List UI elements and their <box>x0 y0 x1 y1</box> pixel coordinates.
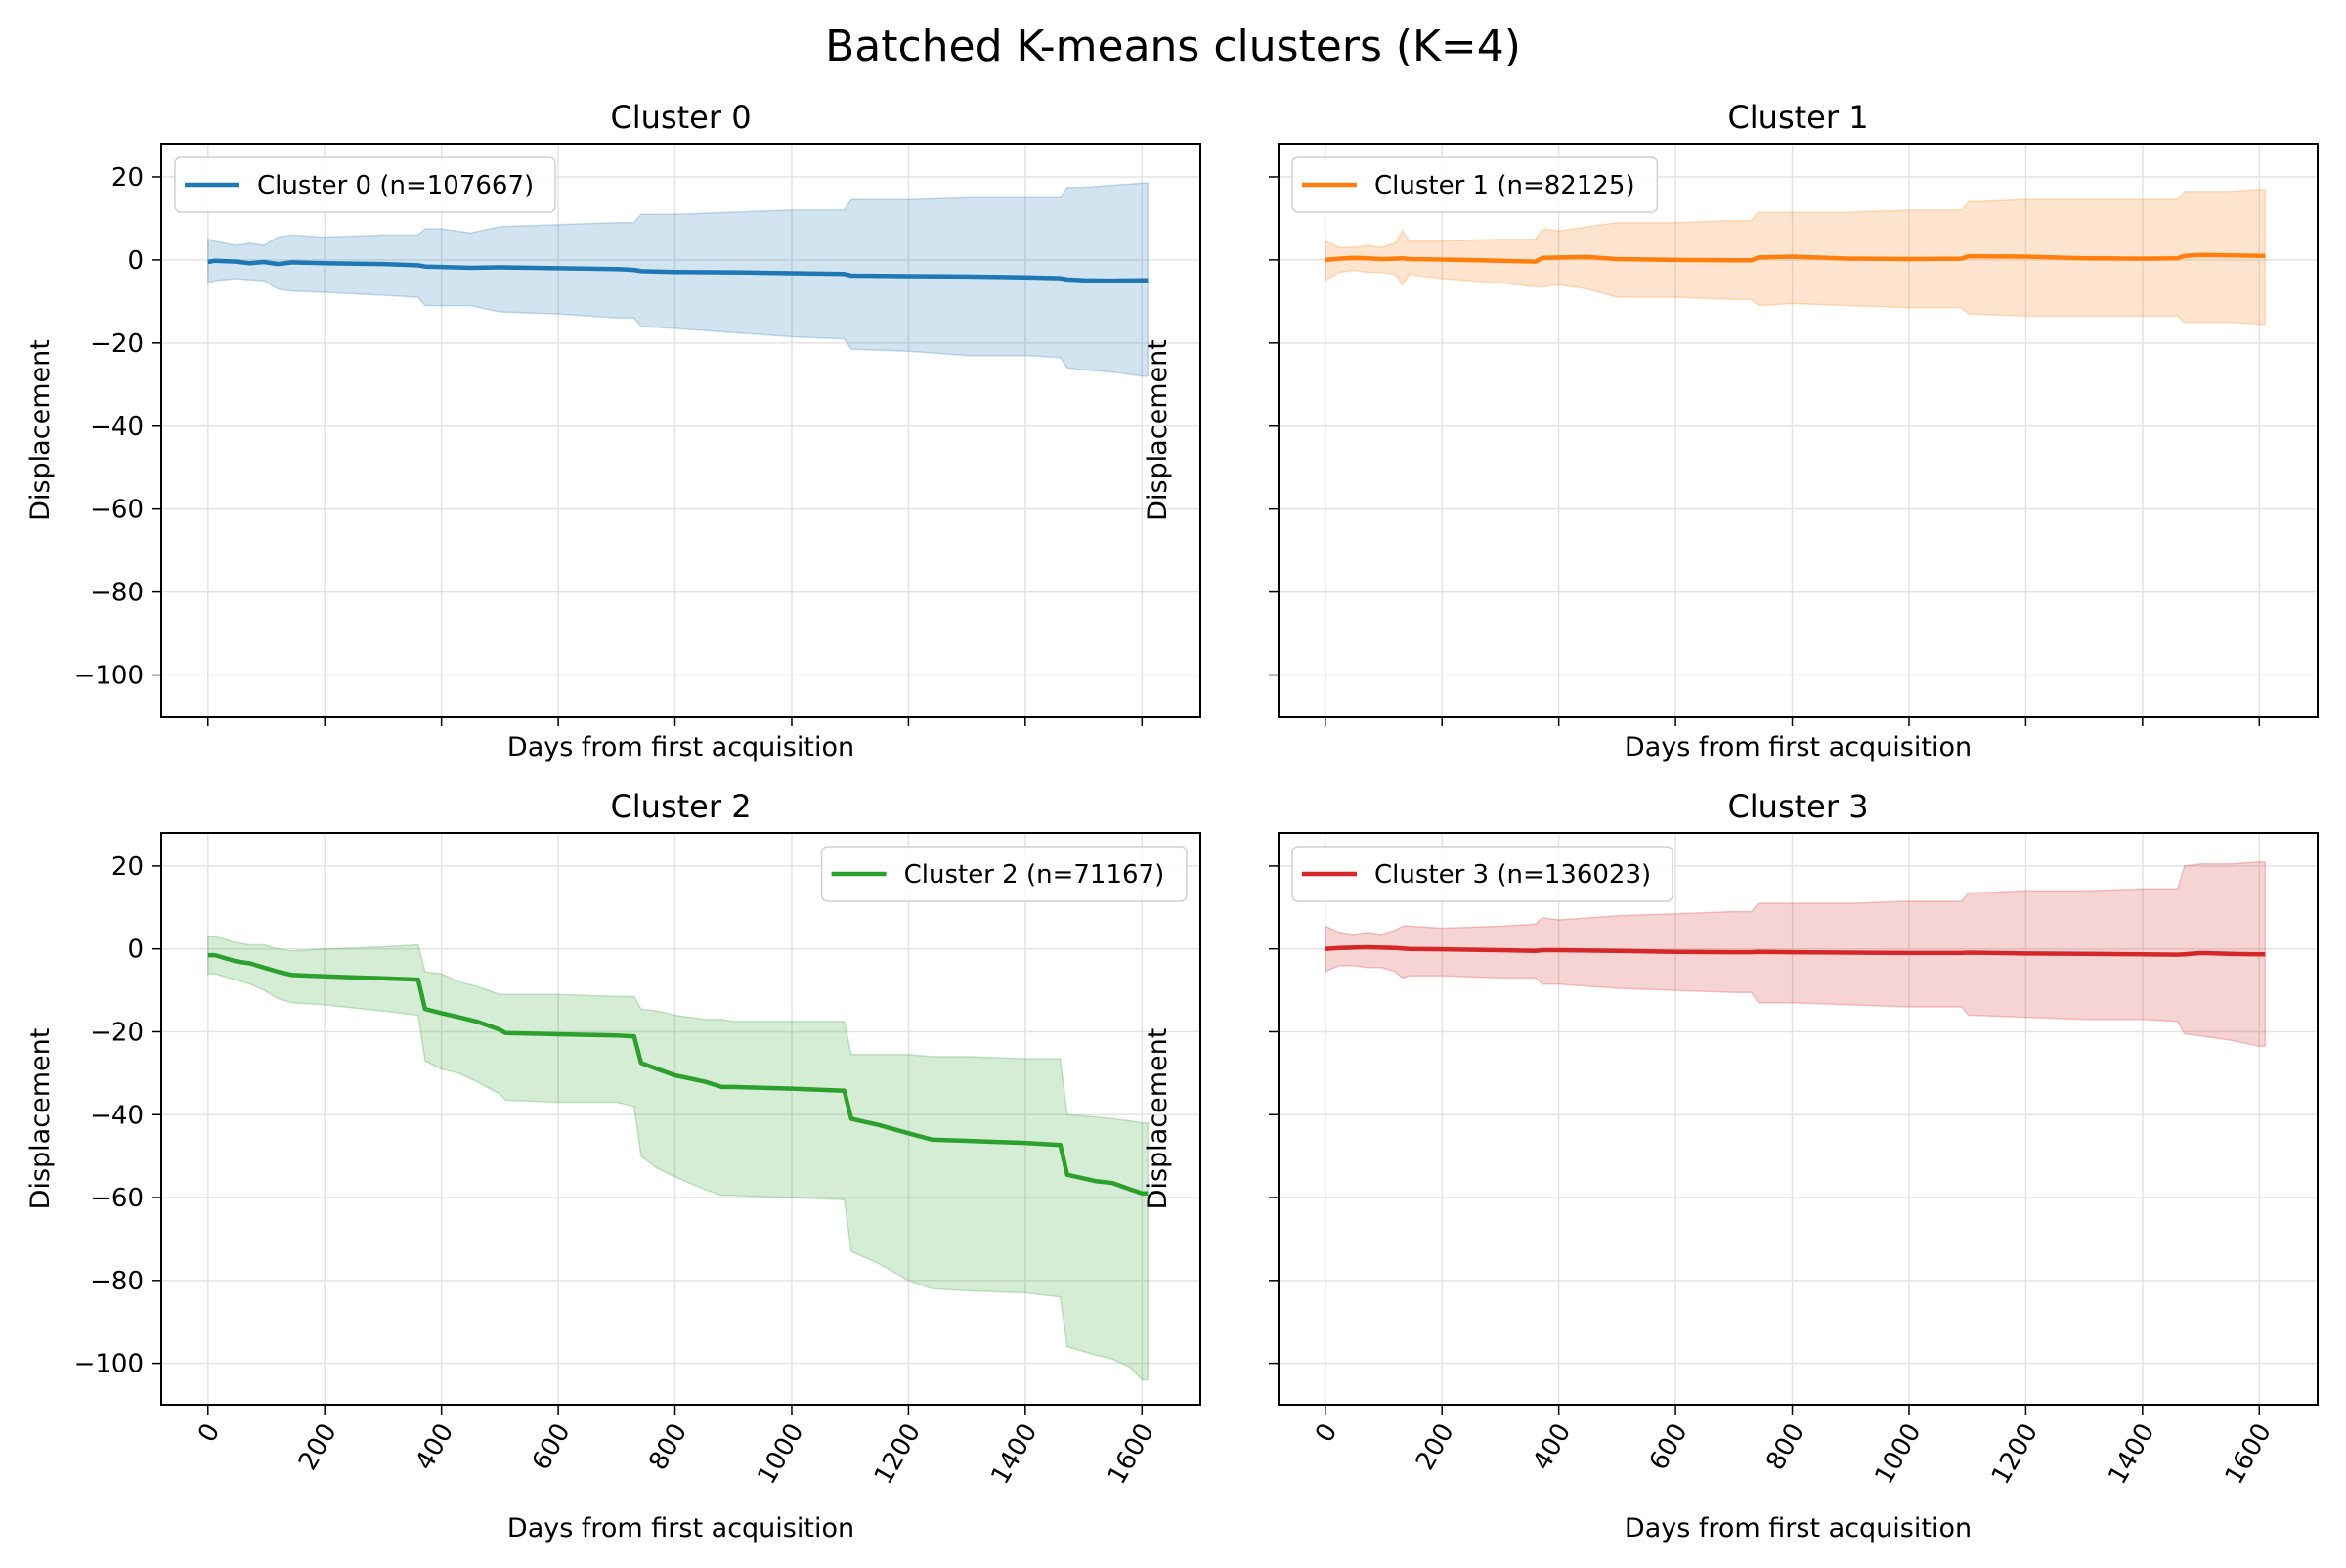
x-tick-label: 1600 <box>2220 1418 2278 1489</box>
subplot-title: Cluster 0 <box>610 99 751 136</box>
y-tick-label: −60 <box>90 1184 144 1213</box>
x-tick-label: 1600 <box>1103 1418 1160 1489</box>
subplot-title: Cluster 1 <box>1727 99 1868 136</box>
legend: Cluster 3 (n=136023) <box>1291 846 1673 902</box>
x-tick-label: 0 <box>193 1418 226 1447</box>
legend-label: Cluster 3 (n=136023) <box>1374 860 1651 890</box>
subplot-title: Cluster 3 <box>1727 788 1868 825</box>
legend-label: Cluster 1 (n=82125) <box>1374 171 1635 200</box>
x-tick-label: 800 <box>643 1418 693 1475</box>
subplot-0: 20 0 −20 −40 −60 −80 −100 Cluster 0 Days from fi… <box>25 99 1201 762</box>
x-tick-label: 1400 <box>985 1418 1043 1489</box>
y-tick-label: −80 <box>90 1267 144 1296</box>
legend-box <box>1291 846 1673 902</box>
y-tick-label: −100 <box>74 662 144 691</box>
legend: Cluster 2 (n=71167) <box>820 846 1188 902</box>
legend-box <box>820 846 1188 902</box>
subplot-3: 0 200 400 600 800 1000 1200 1400 1600 Cluster 3 Da… <box>1143 788 2319 1544</box>
x-tick-label: 400 <box>1527 1418 1577 1475</box>
x-tick-label: 1200 <box>1986 1418 2044 1489</box>
x-tick-label: 1200 <box>869 1418 927 1489</box>
subplot-1: Cluster 1 Days from first acquisition Disp… <box>1143 99 2319 762</box>
legend: Cluster 1 (n=82125) <box>1291 156 1659 213</box>
axes-frame <box>1278 832 2319 1406</box>
y-tick-label: 0 <box>127 246 144 276</box>
legend-box <box>174 156 556 213</box>
y-tick-label: −80 <box>90 579 144 608</box>
y-tick-label: 20 <box>111 163 144 193</box>
y-tick-label: 20 <box>111 852 144 882</box>
subplot-2: 0 200 400 600 800 1000 1200 1400 1600200−20−40−6… <box>25 788 1201 1544</box>
axes-frame <box>1278 143 2319 718</box>
y-tick-label: −40 <box>90 1101 144 1130</box>
x-tick-label: 1400 <box>2103 1418 2160 1489</box>
y-axis-label: Displacement <box>25 339 56 521</box>
x-axis-label: Days from first acquisition <box>507 732 854 762</box>
x-tick-label: 1000 <box>752 1418 809 1489</box>
y-tick-label: −20 <box>90 1018 144 1047</box>
y-tick-label: 0 <box>127 936 144 965</box>
x-tick-label: 800 <box>1760 1418 1810 1475</box>
y-tick-label: −40 <box>90 413 144 442</box>
legend-box <box>1291 156 1659 213</box>
y-axis-label: Displacement <box>25 1028 56 1210</box>
mean-line <box>207 952 1149 1197</box>
axes-frame <box>160 143 1201 718</box>
x-tick-label: 200 <box>1411 1418 1460 1475</box>
x-tick-label: 200 <box>293 1418 343 1475</box>
y-tick-label: −20 <box>90 329 144 359</box>
std-band <box>207 182 1150 377</box>
mean-line <box>1325 944 2266 957</box>
y-axis-label: Displacement <box>1143 339 1173 521</box>
x-tick-label: 400 <box>410 1418 459 1475</box>
mean-line <box>207 258 1149 283</box>
x-axis-label: Days from first acquisition <box>507 1513 854 1544</box>
x-tick-label: 600 <box>1644 1418 1694 1475</box>
axes-frame <box>160 832 1201 1406</box>
mean-line <box>1325 252 2266 264</box>
figure-title: Batched K-means clusters (K=4) <box>825 22 1521 71</box>
x-tick-label: 0 <box>1310 1418 1343 1447</box>
std-band <box>207 936 1150 1381</box>
legend-label: Cluster 0 (n=107667) <box>257 171 534 200</box>
y-tick-label: −100 <box>74 1350 144 1379</box>
legend-label: Cluster 2 (n=71167) <box>904 860 1165 890</box>
subplot-title: Cluster 2 <box>610 788 751 825</box>
y-tick-label: −60 <box>90 496 144 525</box>
x-axis-label: Days from first acquisition <box>1625 732 1972 762</box>
x-tick-label: 1000 <box>1869 1418 1927 1489</box>
legend: Cluster 0 (n=107667) <box>174 156 556 213</box>
x-tick-label: 600 <box>527 1418 577 1475</box>
x-axis-label: Days from first acquisition <box>1625 1513 1972 1544</box>
y-axis-label: Displacement <box>1143 1028 1173 1210</box>
